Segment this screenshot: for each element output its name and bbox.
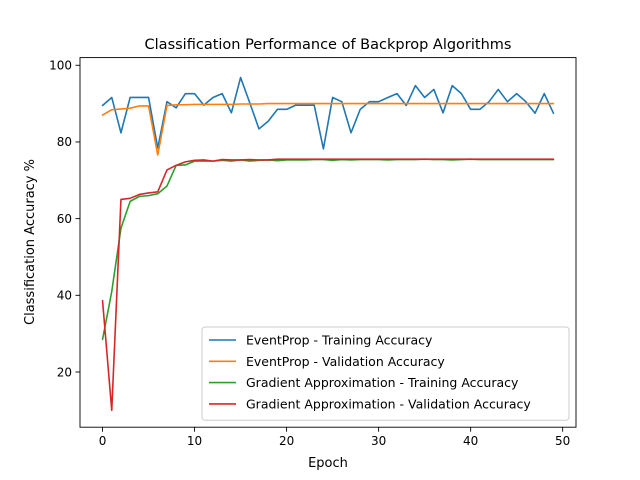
- y-axis: 20 40 60 80 100: [49, 59, 80, 379]
- x-axis: 0 10 20 30 40 50: [99, 427, 570, 448]
- legend-label-1: EventProp - Training Accuracy: [246, 333, 433, 348]
- x-tick-label: 10: [187, 434, 202, 448]
- legend-box: [201, 326, 570, 421]
- x-tick-label: 0: [99, 434, 107, 448]
- y-tick-label: 100: [49, 59, 72, 73]
- y-tick-label: 20: [57, 365, 72, 379]
- x-axis-label: Epoch: [308, 456, 348, 471]
- y-axis-label: Classification Accuracy %: [23, 159, 38, 325]
- series-line-4: [101, 158, 555, 412]
- plot-lines: [101, 76, 555, 412]
- chart-title: Classification Performance of Backprop A…: [145, 37, 512, 53]
- plot-frame: [79, 57, 577, 428]
- series-line-2: [101, 102, 555, 156]
- y-tick-label: 40: [57, 289, 72, 303]
- legend-label-3: Gradient Approximation - Training Accura…: [246, 375, 519, 390]
- x-tick-label: 20: [279, 434, 294, 448]
- legend-label-2: EventProp - Validation Accuracy: [246, 354, 445, 369]
- legend-label-4: Gradient Approximation - Validation Accu…: [246, 396, 531, 411]
- y-tick-label: 80: [57, 135, 72, 149]
- x-tick-label: 50: [555, 434, 570, 448]
- x-tick-label: 40: [463, 434, 478, 448]
- x-tick-label: 30: [371, 434, 386, 448]
- legend: EventProp - Training Accuracy EventProp -…: [201, 326, 570, 421]
- y-tick-label: 60: [57, 212, 72, 226]
